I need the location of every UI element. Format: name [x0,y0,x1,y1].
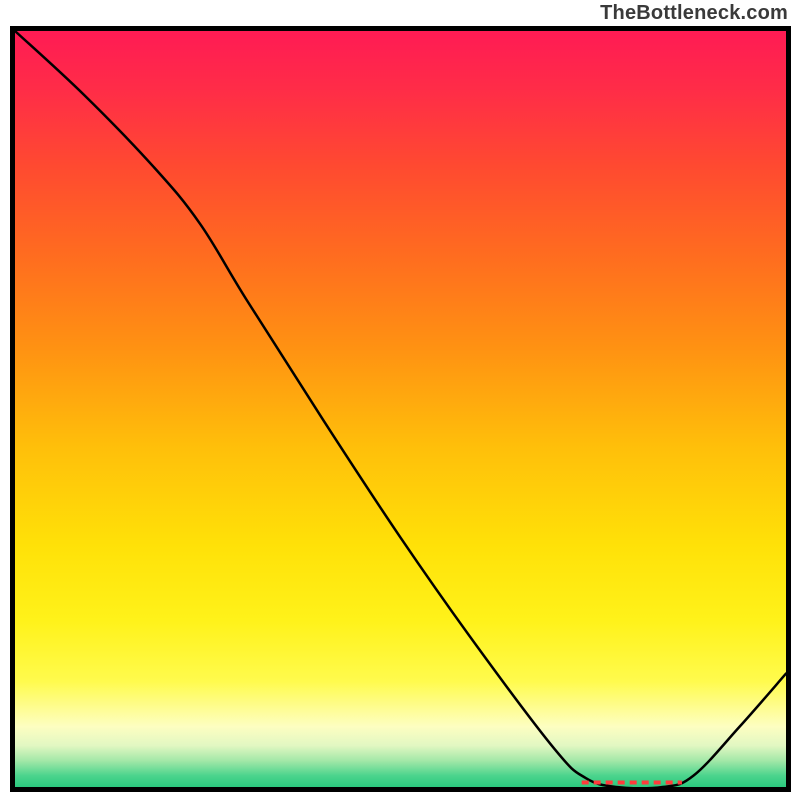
attribution-text: TheBottleneck.com [600,2,788,25]
bottleneck-chart [10,26,791,792]
chart-background [15,31,786,787]
chart-container: TheBottleneck.com [0,0,800,800]
